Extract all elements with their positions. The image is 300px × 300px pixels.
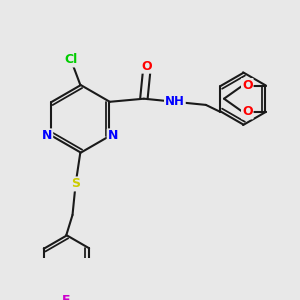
Text: N: N [108,129,118,142]
Text: O: O [242,79,253,92]
Text: O: O [242,105,253,119]
Text: O: O [142,60,152,73]
Text: NH: NH [165,95,185,108]
Text: N: N [42,129,52,142]
Text: Cl: Cl [64,53,78,67]
Text: S: S [71,177,80,190]
Text: F: F [62,294,70,300]
